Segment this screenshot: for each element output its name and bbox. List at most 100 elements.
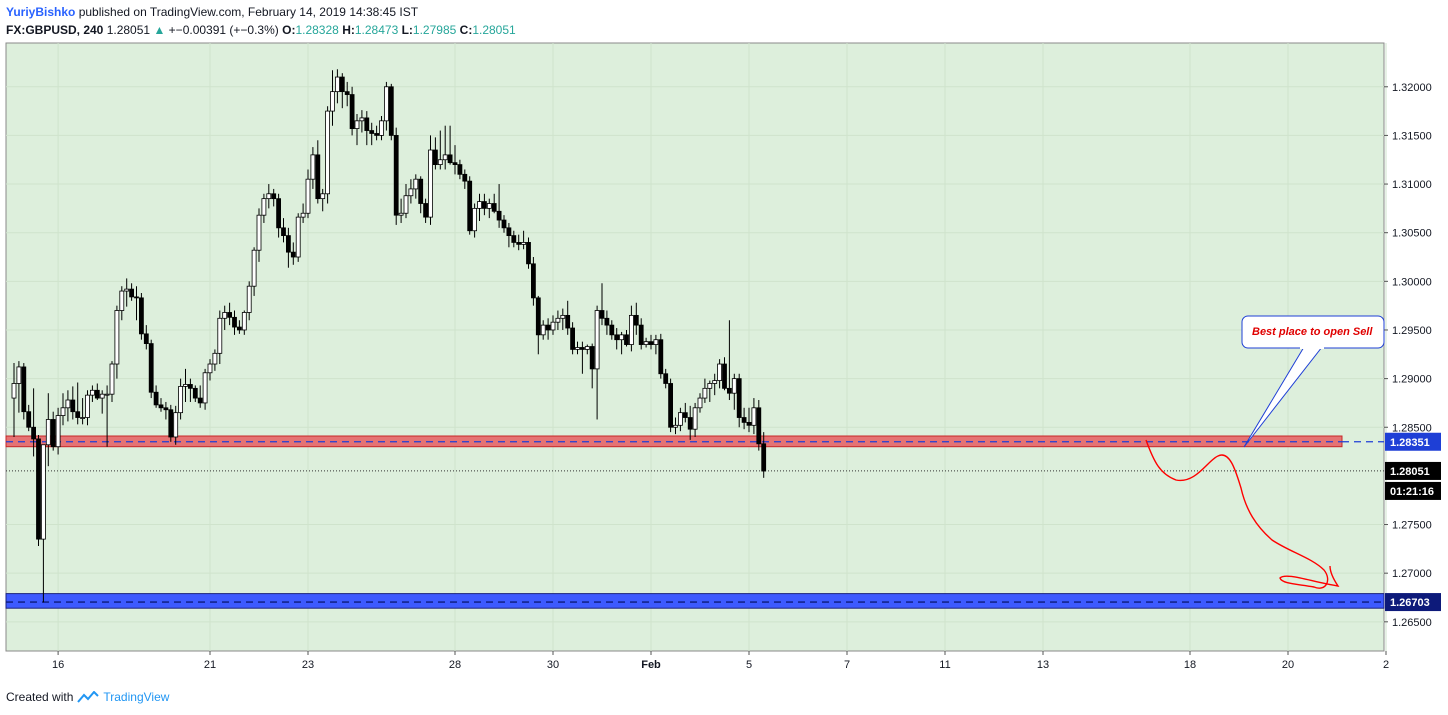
candle xyxy=(236,320,242,334)
candle-body xyxy=(50,419,56,448)
last-price-value: 1.28051 xyxy=(106,23,151,37)
annotation[interactable]: Best place to open Sell xyxy=(1145,315,1385,589)
candle xyxy=(531,257,536,306)
resistance-price-box xyxy=(1385,432,1441,451)
candle-body xyxy=(491,203,497,212)
candle-body xyxy=(55,415,61,448)
candle-body xyxy=(570,327,575,350)
tradingview-brand[interactable]: TradingView xyxy=(103,690,170,704)
candle-body xyxy=(575,347,580,350)
candle-body xyxy=(531,263,536,299)
y-tick-label: 1.29500 xyxy=(1392,325,1432,337)
x-axis[interactable]: 16 21 23 28 30 Feb 5 7 11 13 18 20 2 xyxy=(52,651,1389,671)
candle-body xyxy=(251,249,257,287)
candle-body xyxy=(452,162,458,166)
candle-body xyxy=(281,227,286,237)
candle xyxy=(295,213,301,262)
candle xyxy=(702,378,708,403)
tradingview-logo-icon[interactable] xyxy=(77,691,100,703)
candle-body xyxy=(80,417,85,419)
candle-body xyxy=(143,333,149,344)
candle xyxy=(349,86,355,136)
candle-body xyxy=(658,339,664,375)
candle xyxy=(496,184,502,228)
x-tick-label: 20 xyxy=(1282,659,1294,671)
candle-body xyxy=(70,399,76,413)
candle-body xyxy=(526,242,531,265)
candle-body xyxy=(462,173,468,182)
callout-text: Best place to open Sell xyxy=(1252,326,1373,338)
candle-body xyxy=(148,343,154,393)
countdown-box xyxy=(1385,481,1441,500)
candle xyxy=(697,393,703,413)
candle xyxy=(707,380,713,402)
candle-body xyxy=(717,363,722,381)
candle-body xyxy=(393,135,399,216)
candle xyxy=(692,402,698,437)
support-price-box xyxy=(1385,593,1441,612)
candle xyxy=(741,407,747,430)
high-label: H: xyxy=(342,23,355,37)
candle-body xyxy=(741,417,747,423)
candle xyxy=(638,318,644,350)
y-axis[interactable]: 1.32000 1.31500 1.31000 1.30500 1.30000 1.295… xyxy=(1384,82,1432,629)
candle-body xyxy=(261,198,267,216)
candle xyxy=(467,176,473,235)
candle xyxy=(506,222,512,248)
author-name[interactable]: YuriyBishko xyxy=(6,5,76,19)
candle-body xyxy=(388,86,394,136)
candle xyxy=(55,407,61,455)
candle xyxy=(673,417,678,435)
candle xyxy=(516,234,522,251)
candle xyxy=(94,383,100,401)
candle xyxy=(491,193,497,214)
resistance-zone[interactable] xyxy=(5,435,1343,448)
candle xyxy=(290,242,296,265)
candle xyxy=(143,325,149,350)
candle-body xyxy=(158,404,164,409)
candle xyxy=(364,111,370,146)
candle-body xyxy=(364,117,370,131)
candle xyxy=(70,386,76,420)
created-with-label: Created with xyxy=(6,690,74,704)
candle-body xyxy=(629,314,634,345)
candle xyxy=(114,305,120,379)
candle xyxy=(129,283,135,301)
candle-body xyxy=(540,324,546,336)
candle xyxy=(212,349,218,371)
candle-body xyxy=(707,383,713,389)
support-zone[interactable] xyxy=(5,593,1385,609)
candle-body xyxy=(687,417,693,430)
open-label: O: xyxy=(282,23,296,37)
candle xyxy=(36,435,41,546)
candle xyxy=(197,385,203,408)
candle xyxy=(653,334,659,355)
candle xyxy=(423,198,429,223)
candle xyxy=(374,125,380,141)
candle xyxy=(251,247,257,296)
candle xyxy=(344,81,350,107)
candle-body xyxy=(678,412,683,426)
candle xyxy=(712,373,718,396)
y-tick-label: 1.31500 xyxy=(1392,130,1432,142)
published-text: published on TradingView.com, February 1… xyxy=(78,5,419,19)
candle-body xyxy=(731,378,737,394)
candle-body xyxy=(614,334,620,341)
candle-body xyxy=(511,235,517,243)
candle-body xyxy=(423,203,429,218)
candle-body xyxy=(90,389,95,396)
candle-body xyxy=(163,407,169,411)
candle xyxy=(682,402,688,423)
candle xyxy=(65,390,71,422)
candle xyxy=(393,127,399,225)
candle-body xyxy=(320,193,326,200)
candle xyxy=(359,110,365,133)
candle xyxy=(428,135,433,225)
candle xyxy=(550,315,556,335)
y-tick-label: 1.28500 xyxy=(1392,422,1432,434)
candle xyxy=(403,184,409,219)
candle-body xyxy=(290,251,296,258)
candle xyxy=(124,278,130,307)
candle-body xyxy=(325,110,331,195)
